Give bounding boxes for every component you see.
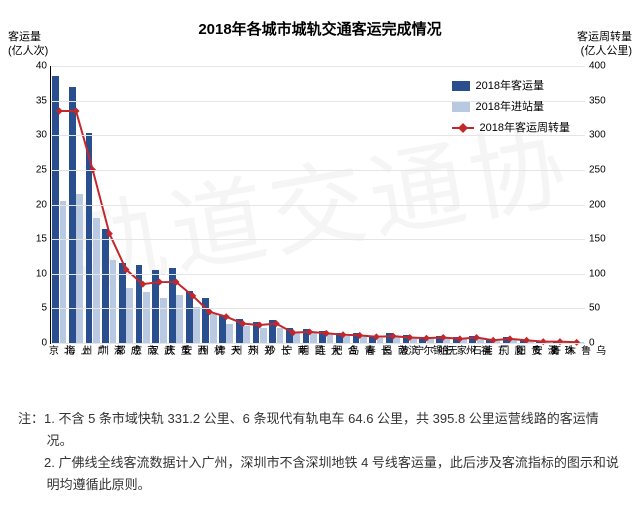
x-category-label: 乌鲁木齐 [547,343,607,353]
turnover-marker [356,332,363,339]
legend-label: 2018年客运量 [476,76,544,97]
y-right-axis-label: 客运周转量 (亿人公里) [577,30,632,59]
turnover-marker [223,313,230,320]
legend-swatch [452,102,470,112]
y-left-tick: 20 [36,199,51,210]
turnover-marker [323,330,330,337]
note-2: 注：2. 广佛线全线客流数据计入广州，深圳市不含深圳地铁 4 号线客运量，此后涉… [18,452,622,496]
y-right-tick: 400 [585,61,606,72]
y-left-axis-label: 客运量 (亿人次) [8,30,48,59]
legend-item: 2018年客运周转量 [452,118,570,139]
legend-label: 2018年客运周转量 [480,118,570,139]
y-right-tick: 150 [585,234,606,245]
y-right-tick: 300 [585,130,606,141]
turnover-marker [390,333,397,340]
y-right-tick: 250 [585,164,606,175]
y-right-tick: 200 [585,199,606,210]
turnover-marker [306,328,313,335]
turnover-marker [106,230,113,237]
chart-container: 轨道交通协 2018年各城市城轨交通客运完成情况 客运量 (亿人次) 客运周转量… [0,0,640,400]
turnover-marker [156,279,163,286]
turnover-marker [440,334,447,341]
legend-label: 2018年进站量 [476,97,544,118]
turnover-marker [239,320,246,327]
legend-swatch [452,81,470,91]
turnover-marker [406,334,413,341]
turnover-marker [506,335,513,342]
note-1: 注：1. 不含 5 条市域快轨 331.2 公里、6 条现代有轨电车 64.6 … [18,408,622,452]
legend-item: 2018年客运量 [452,76,570,97]
y-left-tick: 15 [36,234,51,245]
turnover-marker [473,334,480,341]
turnover-marker [456,335,463,342]
y-left-tick: 40 [36,61,51,72]
turnover-marker [423,335,430,342]
turnover-marker [340,331,347,338]
y-left-tick: 30 [36,130,51,141]
turnover-marker [256,322,263,329]
legend-item: 2018年进站量 [452,97,570,118]
turnover-marker [373,333,380,340]
chart-title: 2018年各城市城轨交通客运完成情况 [10,18,630,39]
y-left-tick: 35 [36,95,51,106]
y-right-tick: 350 [585,95,606,106]
y-right-tick: 50 [585,303,600,314]
legend: 2018年客运量2018年进站量2018年客运周转量 [452,76,570,139]
y-right-tick: 100 [585,268,606,279]
legend-line-swatch [452,127,474,129]
turnover-marker [73,108,80,115]
y-left-tick: 5 [41,303,51,314]
y-left-tick: 10 [36,268,51,279]
notes: 注：1. 不含 5 条市域快轨 331.2 公里、6 条现代有轨电车 64.6 … [0,400,640,510]
y-left-tick: 25 [36,164,51,175]
turnover-marker [56,108,63,115]
